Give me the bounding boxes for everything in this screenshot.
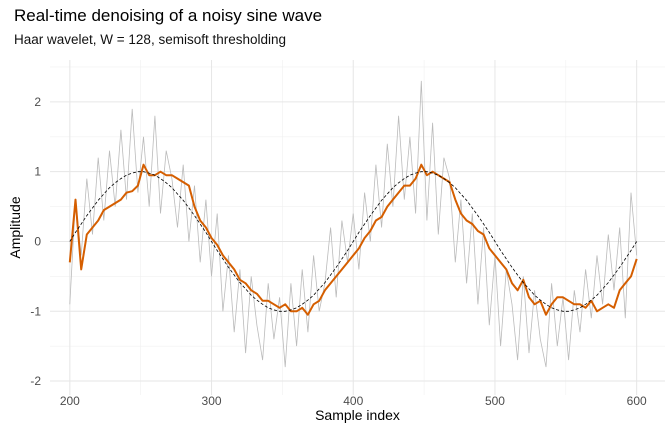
y-tick-label: 1 (34, 165, 41, 179)
series-true-signal (69, 171, 638, 312)
chart-title: Real-time denoising of a noisy sine wave (14, 6, 323, 25)
y-tick-label: 2 (34, 95, 41, 109)
y-axis-label: Amplitude (7, 196, 23, 258)
x-tick-label: 300 (202, 394, 222, 408)
chart-subtitle: Haar wavelet, W = 128, semisoft threshol… (14, 32, 287, 47)
x-tick-label: 500 (485, 394, 505, 408)
y-tick-label: -2 (30, 374, 41, 388)
x-tick-label: 400 (343, 394, 363, 408)
y-tick-label: -1 (30, 304, 41, 318)
y-tick-label: 0 (34, 234, 41, 248)
series-noisy (69, 80, 638, 368)
x-tick-label: 600 (627, 394, 647, 408)
x-tick-label: 200 (60, 394, 80, 408)
series-denoised (68, 163, 638, 316)
x-axis-label: Sample index (315, 407, 400, 423)
